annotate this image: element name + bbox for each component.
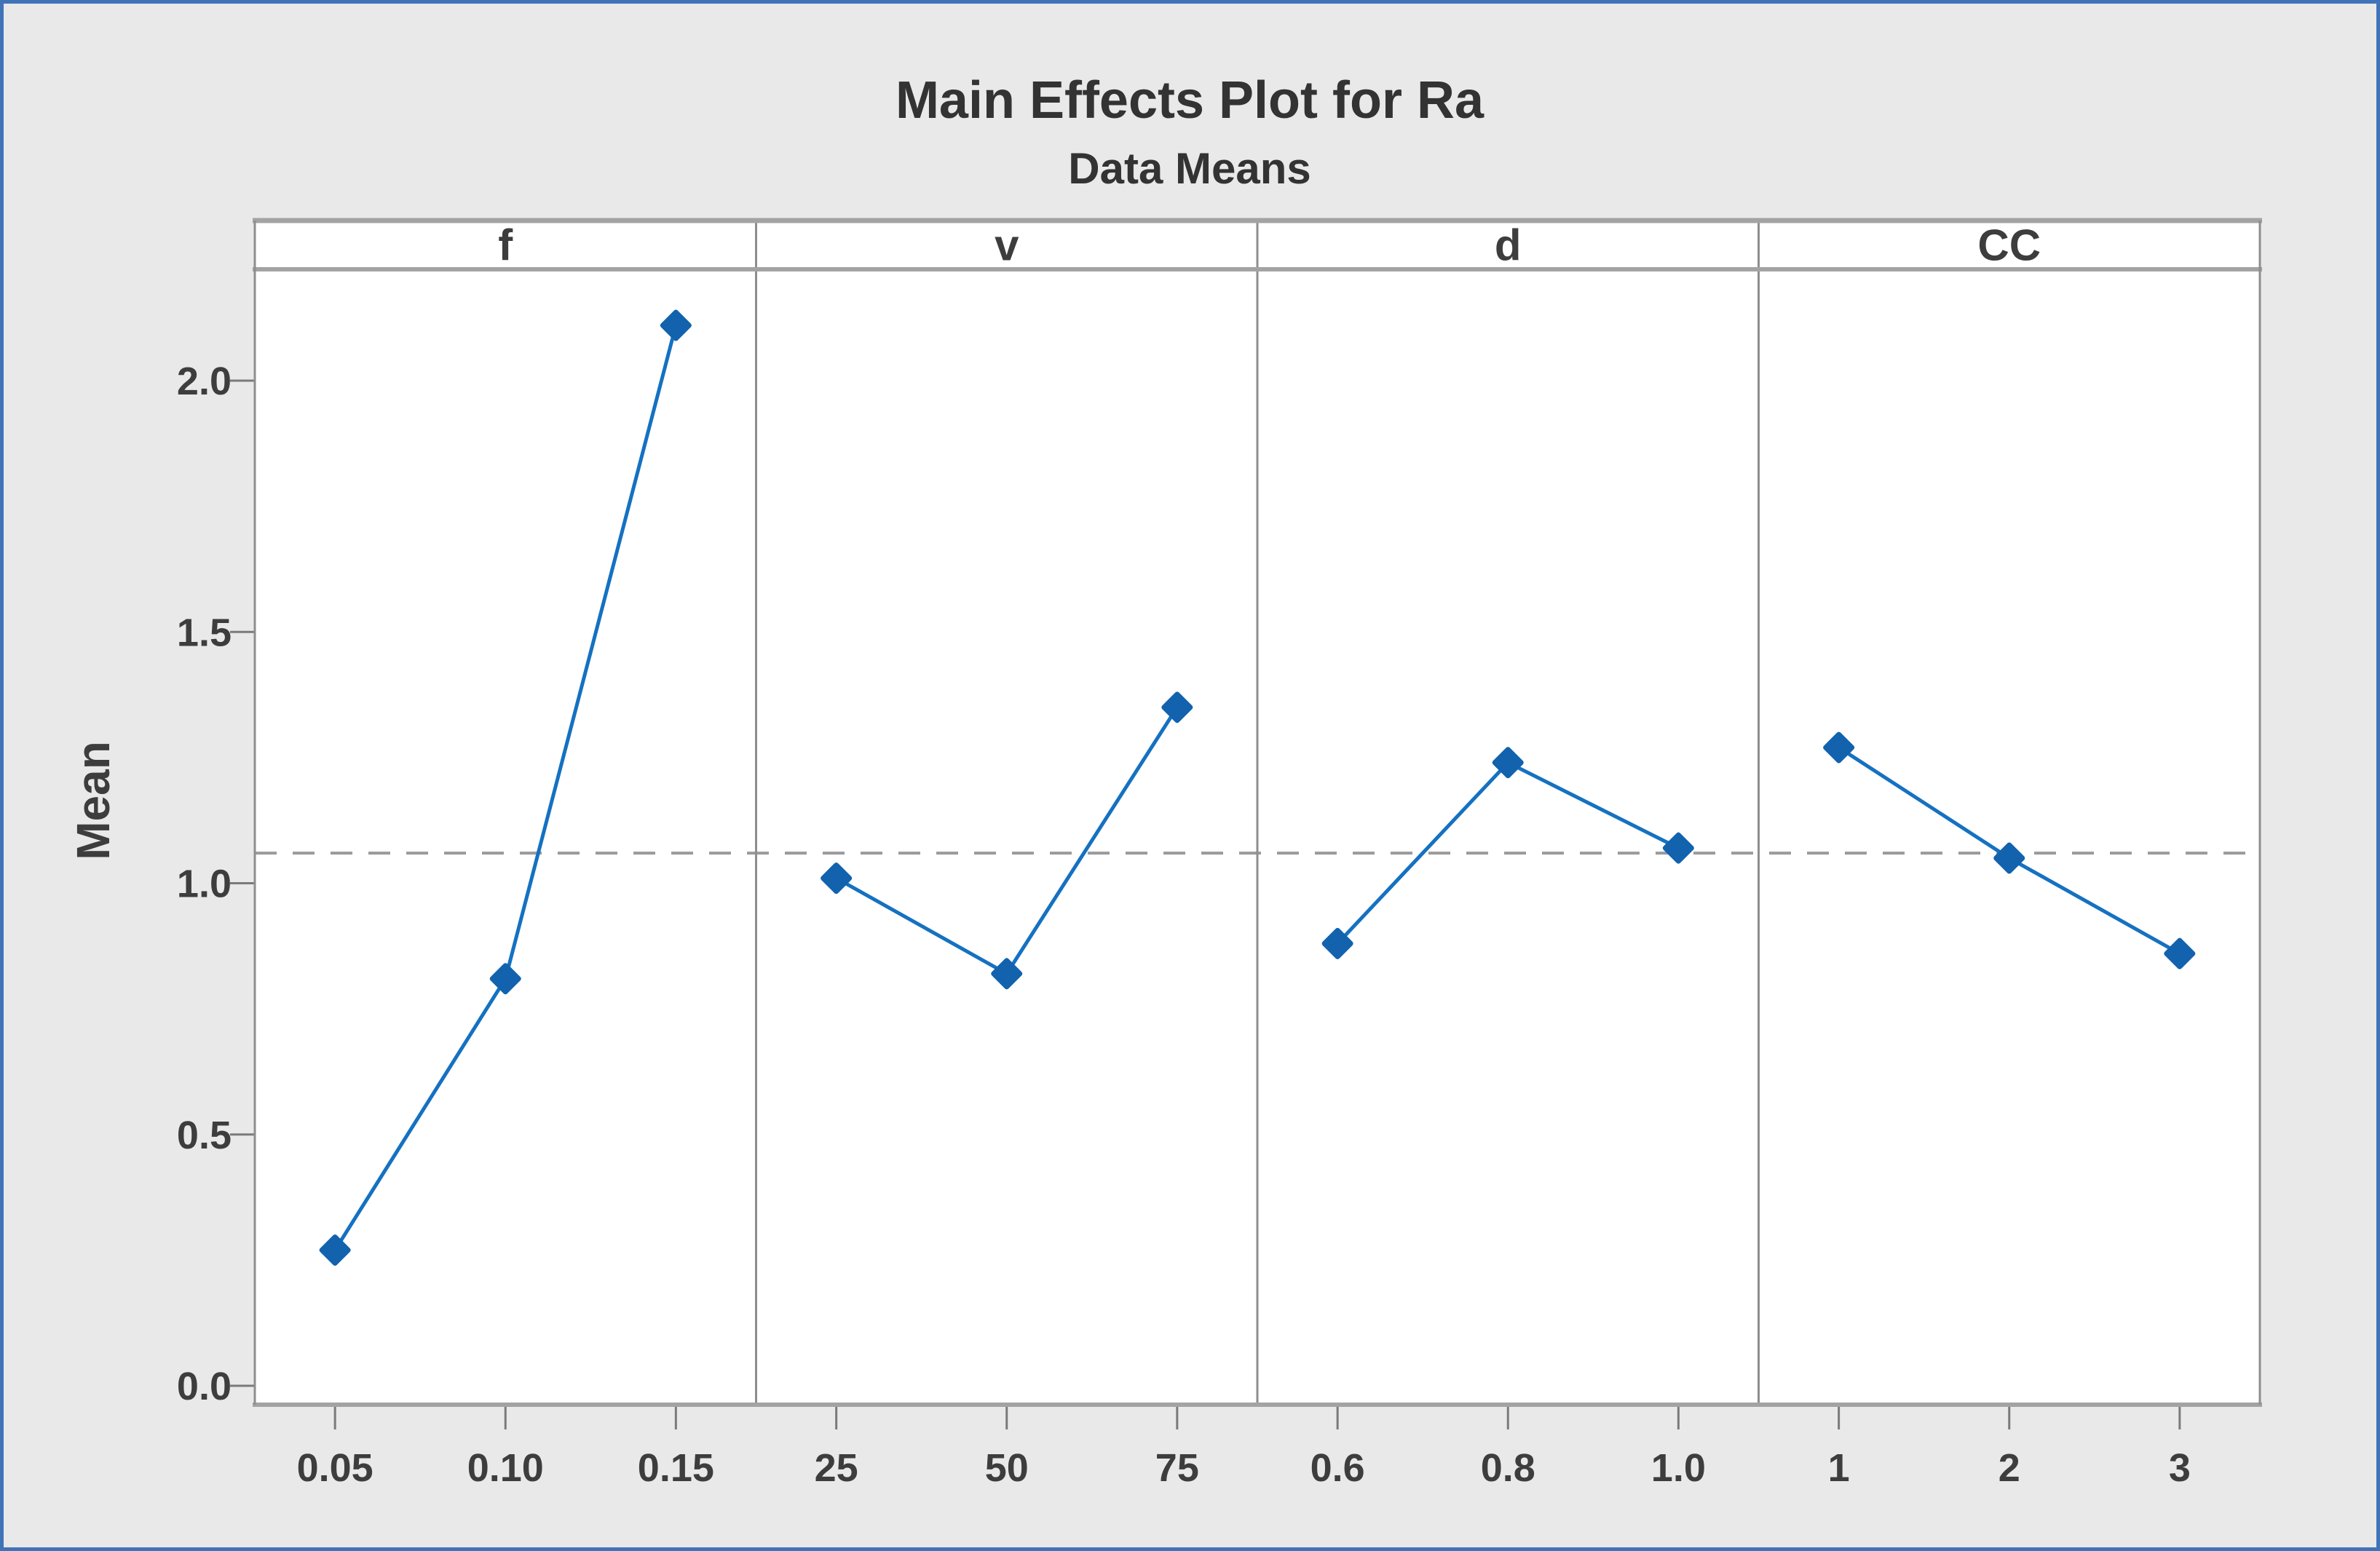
data-point-marker [991, 958, 1023, 990]
panel-header-label-d: d [1495, 221, 1522, 270]
data-point-marker [1993, 842, 2025, 874]
y-axis-label: Mean [67, 741, 119, 860]
y-tick-label: 1.0 [177, 862, 232, 906]
chart-subtitle: Data Means [1068, 144, 1310, 193]
y-tick-label: 0.5 [177, 1114, 232, 1157]
x-tick-label: 0.8 [1481, 1446, 1535, 1490]
x-tick-label: 1 [1828, 1446, 1850, 1490]
x-tick-label: 0.6 [1310, 1446, 1365, 1490]
x-tick-label: 0.15 [638, 1446, 714, 1490]
x-tick-label: 0.10 [467, 1446, 544, 1490]
y-tick-label: 0.0 [177, 1365, 232, 1408]
y-tick-label: 1.5 [177, 611, 232, 654]
panels-group: f 0.05 0.10 0.15 v 25 50 75 d 0.6 0.8 1.0 CC 1 2 3 0.0 0.… [177, 221, 2260, 1490]
y-tick-label: 2.0 [177, 360, 232, 403]
data-point-marker [2164, 937, 2196, 969]
data-point-marker [660, 309, 692, 341]
data-point-marker [1823, 731, 1855, 763]
data-point-marker [1161, 691, 1193, 723]
data-point-marker [489, 963, 521, 995]
data-point-marker [821, 862, 853, 894]
plot-borders [253, 218, 2262, 1407]
x-tick-label: 2 [1999, 1446, 2020, 1490]
x-tick-label: 0.05 [297, 1446, 373, 1490]
x-tick-label: 1.0 [1651, 1446, 1706, 1490]
x-tick-label: 25 [815, 1446, 858, 1490]
panel-header-label-CC: CC [1977, 221, 2041, 270]
x-tick-label: 3 [2169, 1446, 2191, 1490]
data-point-marker [1321, 927, 1353, 959]
data-point-marker [319, 1234, 351, 1266]
data-point-marker [1662, 832, 1694, 864]
data-point-marker [1492, 747, 1524, 779]
panel-header-label-f: f [498, 221, 513, 270]
x-tick-label: 50 [985, 1446, 1029, 1490]
chart-title: Main Effects Plot for Ra [896, 71, 1484, 130]
panel-header-label-v: v [995, 221, 1019, 270]
x-tick-label: 75 [1155, 1446, 1199, 1490]
